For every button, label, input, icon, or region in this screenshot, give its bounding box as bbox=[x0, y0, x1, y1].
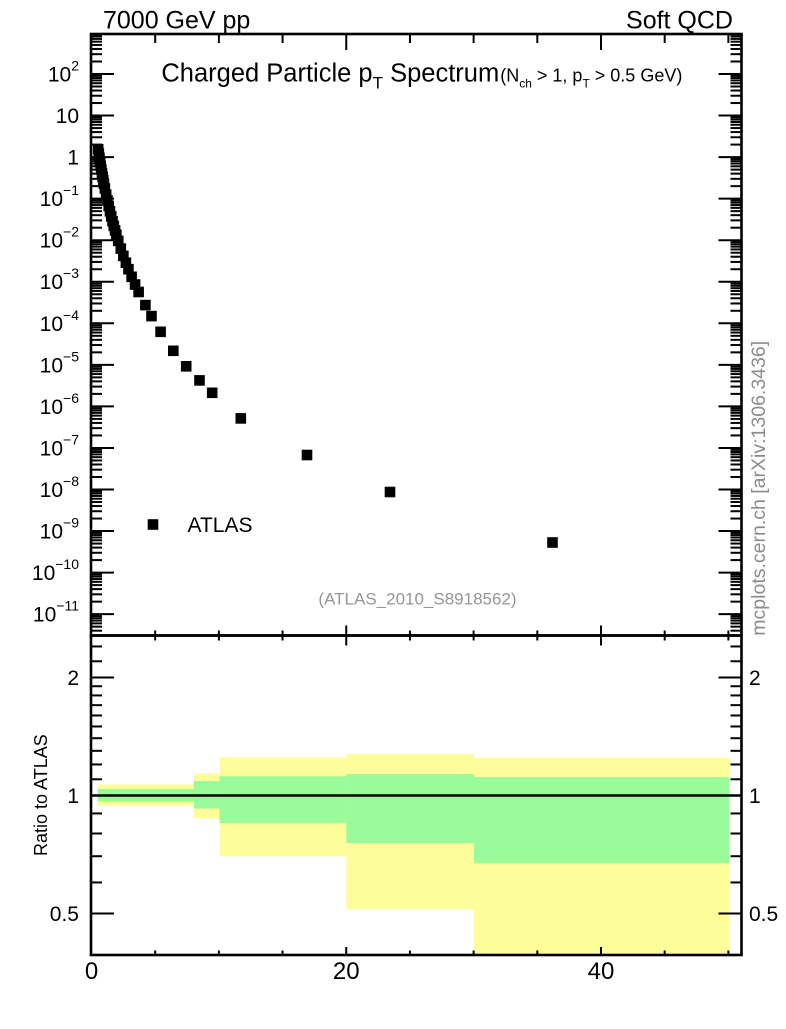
svg-text:2: 2 bbox=[749, 667, 761, 690]
svg-text:2: 2 bbox=[67, 667, 79, 690]
svg-text:20: 20 bbox=[333, 958, 360, 985]
svg-text:40: 40 bbox=[588, 958, 615, 985]
svg-text:10: 10 bbox=[56, 105, 79, 128]
svg-text:mcplots.cern.ch [arXiv:1306.34: mcplots.cern.ch [arXiv:1306.3436] bbox=[748, 341, 770, 636]
svg-text:ATLAS: ATLAS bbox=[188, 514, 253, 537]
svg-text:Soft QCD: Soft QCD bbox=[626, 7, 733, 35]
svg-text:0.5: 0.5 bbox=[50, 903, 79, 926]
svg-text:(ATLAS_2010_S8918562): (ATLAS_2010_S8918562) bbox=[318, 590, 516, 609]
svg-text:0: 0 bbox=[85, 958, 98, 985]
svg-text:0.5: 0.5 bbox=[749, 903, 778, 926]
svg-text:1: 1 bbox=[67, 785, 79, 808]
svg-text:1: 1 bbox=[749, 785, 761, 808]
svg-text:7000 GeV pp: 7000 GeV pp bbox=[103, 7, 250, 35]
svg-text:10−11: 10−11 bbox=[33, 598, 79, 627]
svg-text:Ratio to ATLAS: Ratio to ATLAS bbox=[31, 734, 51, 856]
svg-text:1: 1 bbox=[67, 147, 79, 170]
